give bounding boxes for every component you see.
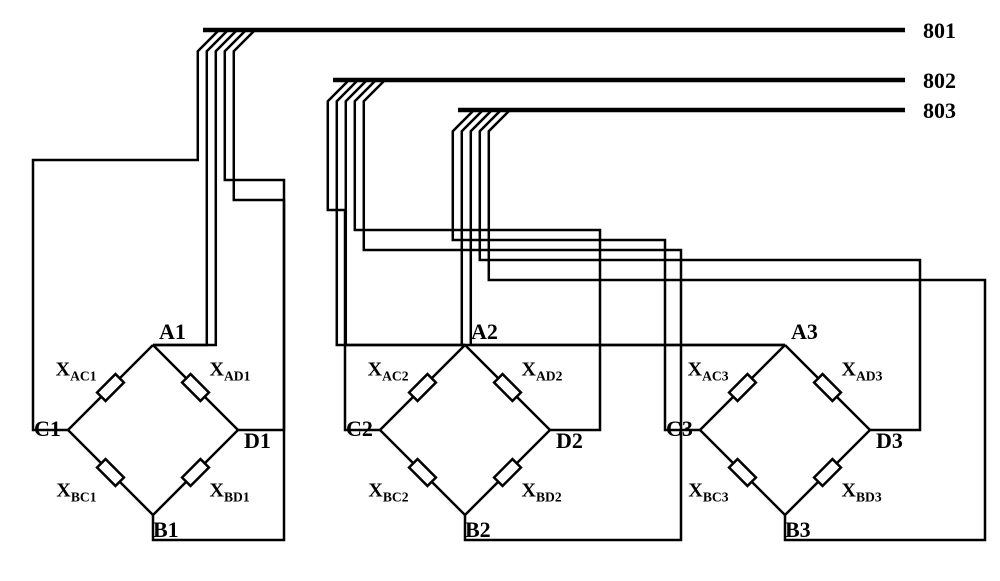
label-B2: B2: [465, 517, 491, 542]
res-BD-2: [494, 459, 521, 486]
label-D1: D1: [244, 428, 271, 453]
res-BC-3: [729, 459, 756, 486]
res-AC-2: [409, 374, 436, 401]
label-A2: A2: [471, 319, 498, 344]
res-BC-2: [409, 459, 436, 486]
res-label-BC-3: XBC3: [688, 480, 728, 505]
res-label-AC-1: XAC1: [56, 359, 97, 384]
label-C3: C3: [666, 416, 693, 441]
res-AC-1: [97, 374, 124, 401]
res-label-AD-2: XAD2: [522, 359, 563, 384]
w2-3: [471, 110, 785, 345]
res-AD-2: [494, 374, 521, 401]
label-C1: C1: [34, 416, 61, 441]
bus-label-803: 803: [923, 98, 956, 123]
res-label-BC-1: XBC1: [56, 480, 96, 505]
res-label-BD-2: XBD2: [522, 480, 562, 505]
label-C2: C2: [346, 416, 373, 441]
bus-label-802: 802: [923, 68, 956, 93]
label-B3: B3: [785, 517, 811, 542]
w4-1: [153, 30, 284, 540]
res-AC-3: [729, 374, 756, 401]
label-A1: A1: [159, 319, 186, 344]
res-label-BC-2: XBC2: [368, 480, 408, 505]
res-label-AD-3: XAD3: [842, 359, 883, 384]
res-label-BD-3: XBD3: [842, 480, 882, 505]
res-AD-3: [814, 374, 841, 401]
res-label-AD-1: XAD1: [210, 359, 251, 384]
label-D2: D2: [556, 428, 583, 453]
res-AD-1: [182, 374, 209, 401]
w1-3: [462, 110, 785, 345]
res-label-BD-1: XBD1: [210, 480, 250, 505]
res-BD-1: [182, 459, 209, 486]
label-B1: B1: [153, 517, 179, 542]
label-A3: A3: [791, 319, 818, 344]
res-BC-1: [97, 459, 124, 486]
res-label-AC-2: XAC2: [368, 359, 409, 384]
label-D3: D3: [876, 428, 903, 453]
bus-label-801: 801: [923, 18, 956, 43]
res-BD-3: [814, 459, 841, 486]
res-label-AC-3: XAC3: [688, 359, 729, 384]
